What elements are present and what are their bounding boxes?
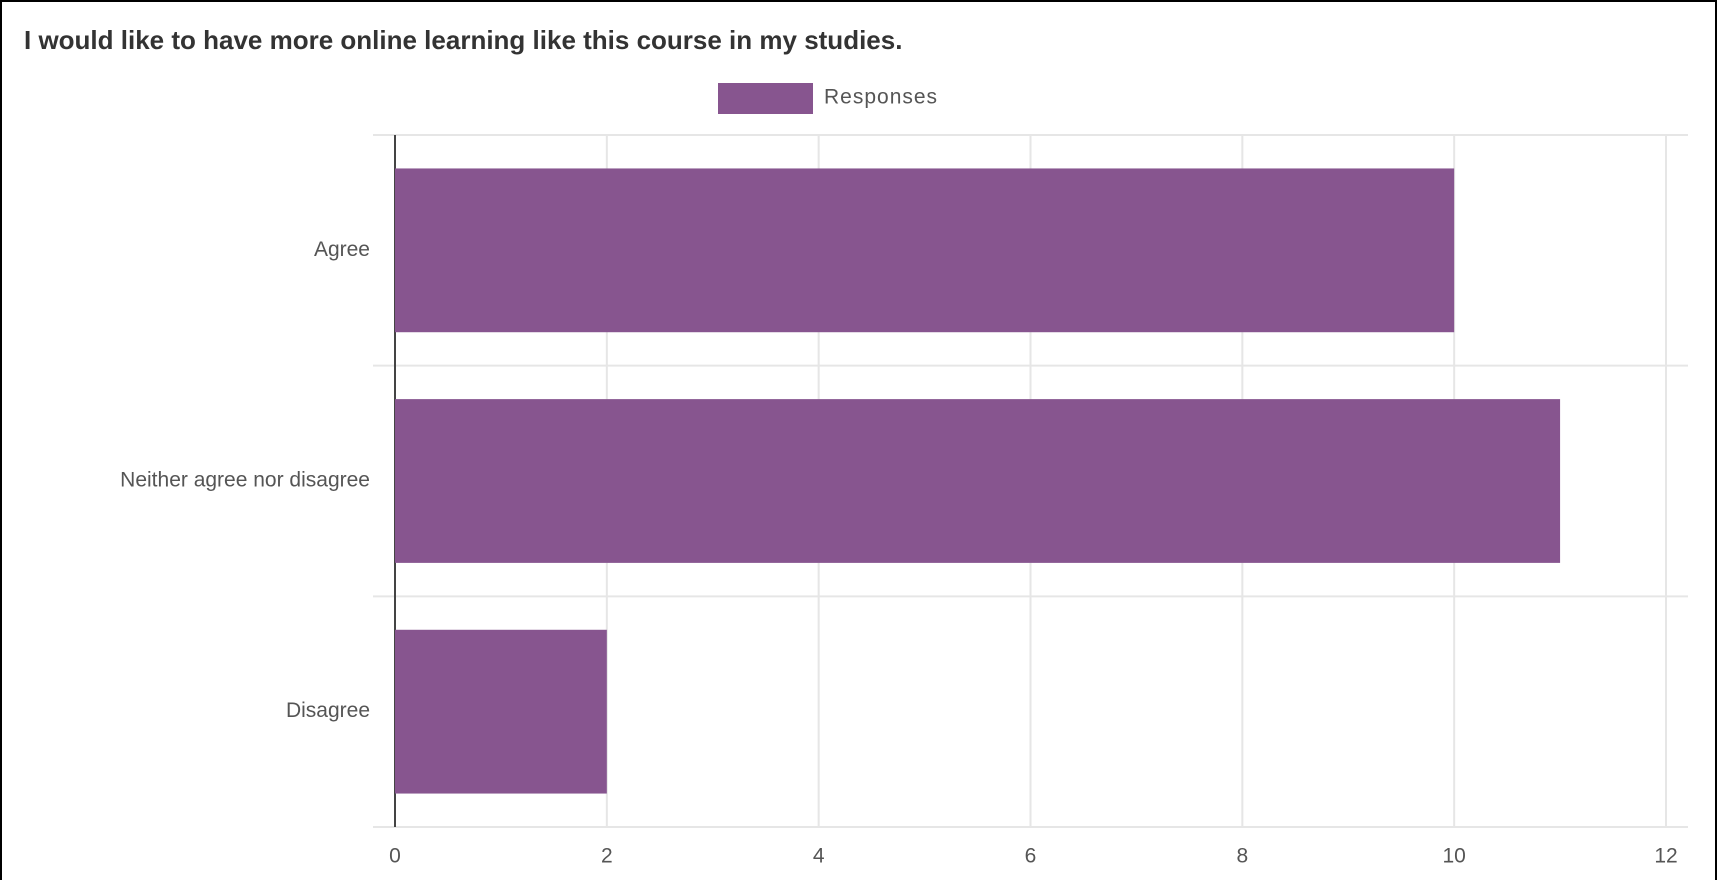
y-tick-label: Agree	[314, 238, 370, 261]
x-tick-label: 6	[1025, 845, 1037, 868]
x-tick-label: 12	[1654, 845, 1677, 868]
legend-label: Responses	[824, 86, 938, 109]
chart-title: I would like to have more online learnin…	[24, 25, 902, 55]
x-tick-label: 10	[1442, 845, 1465, 868]
y-tick-label: Neither agree nor disagree	[120, 469, 370, 492]
bar	[395, 399, 1561, 563]
legend-swatch	[718, 83, 813, 114]
x-tick-label: 4	[813, 845, 825, 868]
y-tick-label: Disagree	[286, 699, 370, 722]
bar	[395, 629, 607, 794]
x-tick-label: 0	[389, 845, 401, 868]
x-tick-label: 2	[601, 845, 613, 868]
bar	[395, 168, 1455, 333]
x-tick-label: 8	[1236, 845, 1248, 868]
